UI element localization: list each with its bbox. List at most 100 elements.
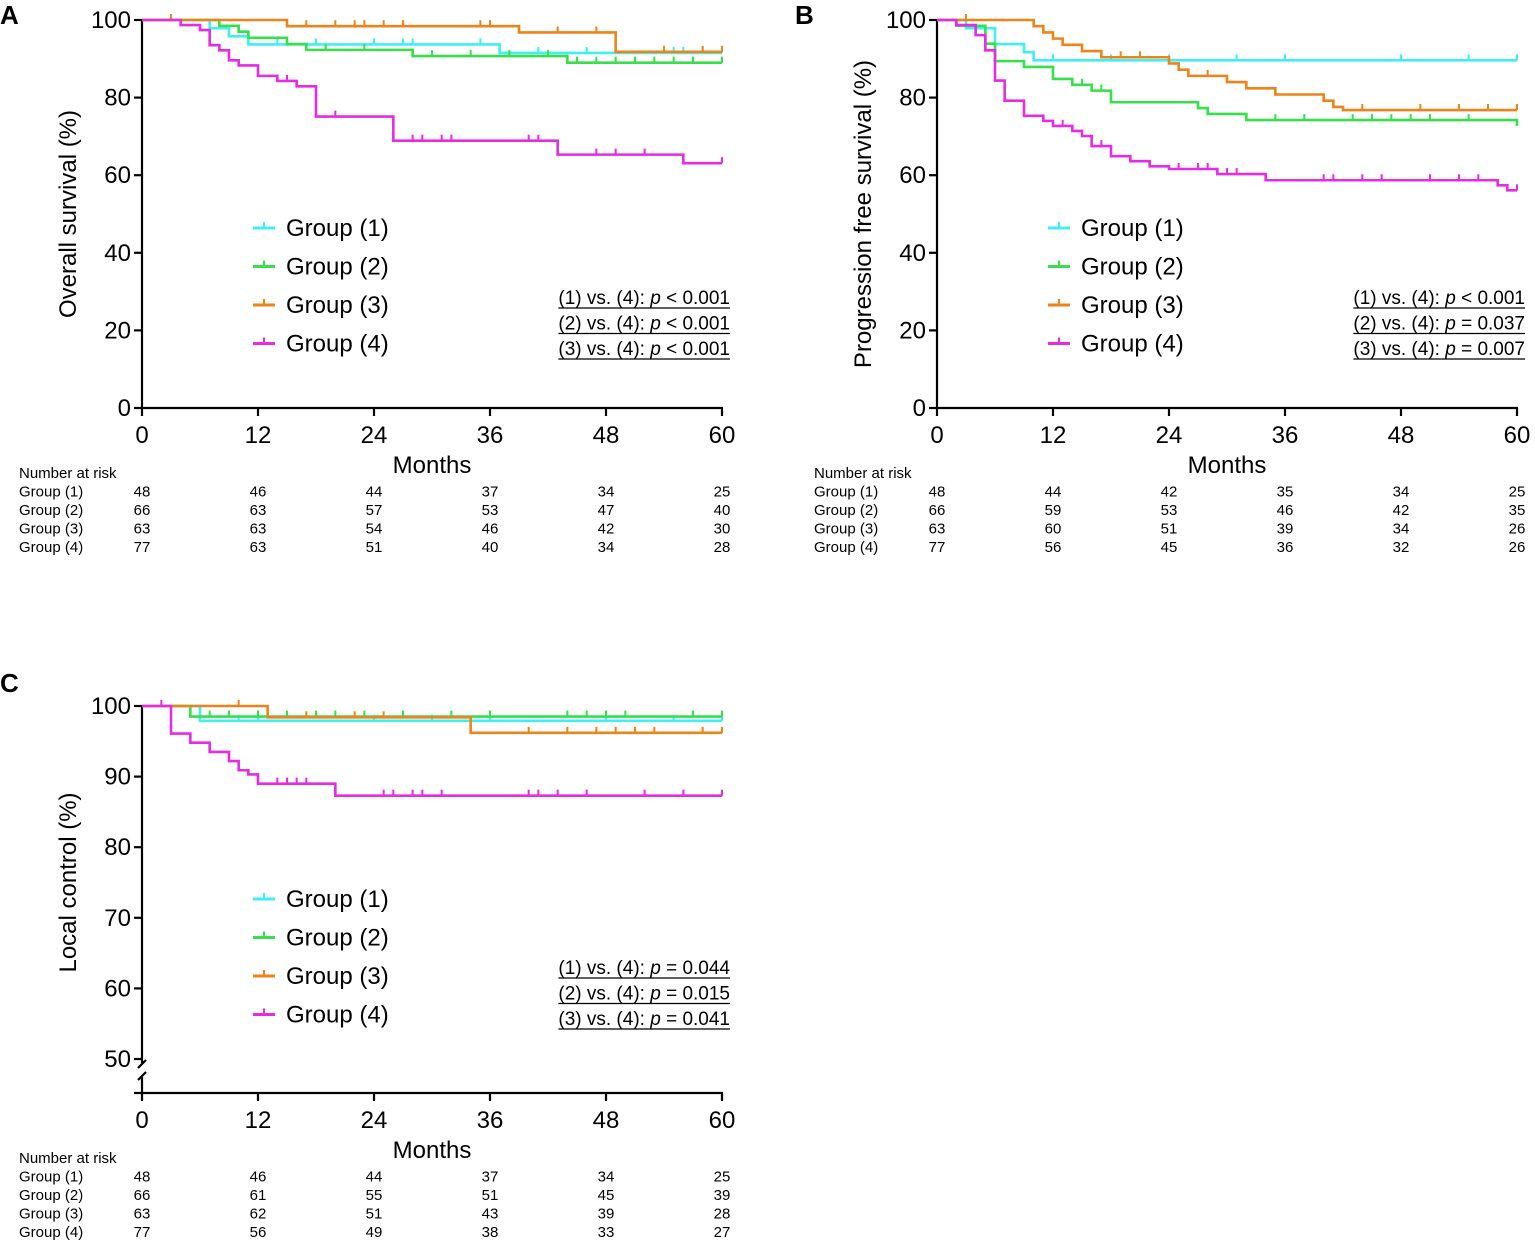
- risk-count: 66: [134, 502, 151, 519]
- x-tick-label: 12: [245, 422, 272, 449]
- risk-count: 46: [250, 1169, 267, 1186]
- km-curve-group-3: [142, 18, 722, 54]
- p-value-comparison: (2) vs. (4):: [558, 984, 650, 1005]
- risk-count: 42: [1161, 484, 1178, 501]
- p-value-symbol: p: [1444, 288, 1456, 309]
- risk-table-header: Number at risk: [19, 1150, 117, 1167]
- km-curve-group-2: [142, 18, 722, 64]
- risk-count: 25: [714, 484, 731, 501]
- p-value-text: (3) vs. (4): p = 0.041: [558, 1009, 730, 1030]
- y-tick-label: 20: [899, 317, 926, 344]
- risk-count: 46: [482, 521, 499, 538]
- x-axis-title: Months: [393, 1137, 472, 1164]
- panel-c: C 0 12 24 36 48 60 50 60 70 80 90 100 Months Local con…: [0, 668, 735, 1241]
- km-curve-group-1: [937, 18, 1517, 62]
- risk-count: 35: [1509, 502, 1526, 519]
- p-value-text: (1) vs. (4): p = 0.044: [558, 958, 730, 979]
- risk-count: 28: [714, 1206, 731, 1223]
- x-axis-title: Months: [393, 452, 472, 479]
- p-value-symbol: p: [649, 958, 661, 979]
- risk-row-label: Group (4): [814, 539, 878, 556]
- risk-count: 60: [1045, 521, 1062, 538]
- legend-label-group-3: Group (3): [1081, 292, 1184, 319]
- risk-count: 66: [929, 502, 946, 519]
- legend-label-group-3: Group (3): [286, 292, 389, 319]
- panel-letter: C: [0, 668, 19, 698]
- p-value-result: < 0.001: [661, 314, 730, 335]
- risk-count: 39: [1277, 521, 1294, 538]
- legend-label-group-2: Group (2): [286, 925, 389, 952]
- risk-count: 44: [366, 484, 383, 501]
- axis-break-mark: [137, 1059, 147, 1069]
- p-value-result: < 0.001: [661, 288, 730, 309]
- risk-count: 45: [1161, 539, 1178, 556]
- risk-row-label: Group (4): [19, 1224, 83, 1241]
- p-value-text: (3) vs. (4): p < 0.001: [558, 339, 730, 360]
- risk-count: 51: [1161, 521, 1178, 538]
- risk-count: 51: [366, 1206, 383, 1223]
- p-value-result: = 0.037: [1456, 314, 1525, 335]
- risk-row-label: Group (3): [814, 521, 878, 538]
- risk-count: 35: [1277, 484, 1294, 501]
- y-axis-title: Progression free survival (%): [850, 60, 877, 368]
- risk-count: 56: [1045, 539, 1062, 556]
- y-tick-label: 40: [899, 240, 926, 267]
- y-tick-label: 100: [91, 7, 131, 34]
- risk-count: 59: [1045, 502, 1062, 519]
- y-tick-label: 80: [104, 834, 131, 861]
- p-value-symbol: p: [649, 314, 661, 335]
- panel-b: B 0 12 24 36 48 60 0 20 40 60 80 100 Months Progressio…: [795, 0, 1530, 556]
- x-tick-label: 48: [1388, 422, 1415, 449]
- risk-count: 51: [366, 539, 383, 556]
- y-tick-label: 80: [104, 85, 131, 112]
- risk-row-label: Group (4): [19, 539, 83, 556]
- p-value-symbol: p: [649, 984, 661, 1005]
- risk-table-header: Number at risk: [814, 465, 912, 482]
- risk-table-header: Number at risk: [19, 465, 117, 482]
- risk-row-label: Group (2): [19, 1187, 83, 1204]
- legend-label-group-3: Group (3): [286, 963, 389, 990]
- km-curve-group-4: [142, 704, 722, 797]
- panel-letter: B: [795, 0, 814, 30]
- risk-count: 32: [1393, 539, 1410, 556]
- y-tick-label: 50: [104, 1046, 131, 1073]
- p-value-result: < 0.001: [1456, 288, 1525, 309]
- p-value-result: = 0.044: [661, 958, 731, 979]
- legend-label-group-1: Group (1): [286, 215, 389, 242]
- risk-count: 47: [598, 502, 615, 519]
- p-value-comparison: (2) vs. (4):: [558, 314, 650, 335]
- x-tick-label: 48: [593, 422, 620, 449]
- legend-label-group-4: Group (4): [1081, 331, 1184, 358]
- p-value-text: (2) vs. (4): p = 0.015: [558, 984, 730, 1005]
- x-tick-label: 0: [135, 1107, 148, 1134]
- p-value-comparison: (1) vs. (4):: [1353, 288, 1445, 309]
- x-tick-label: 0: [930, 422, 943, 449]
- legend-label-group-2: Group (2): [286, 254, 389, 281]
- p-value-text: (1) vs. (4): p < 0.001: [558, 288, 730, 309]
- risk-count: 40: [714, 502, 731, 519]
- y-tick-label: 100: [91, 693, 131, 720]
- risk-count: 34: [598, 539, 615, 556]
- km-curve-group-1: [142, 18, 722, 55]
- x-axis-title: Months: [1188, 452, 1267, 479]
- p-value-comparison: (2) vs. (4):: [1353, 314, 1445, 335]
- risk-count: 36: [1277, 539, 1294, 556]
- risk-count: 63: [929, 521, 946, 538]
- p-value-comparison: (3) vs. (4):: [558, 1009, 650, 1030]
- x-tick-label: 60: [709, 1107, 736, 1134]
- km-curve-group-4: [937, 18, 1517, 192]
- p-value-symbol: p: [649, 1009, 661, 1030]
- p-value-symbol: p: [649, 339, 661, 360]
- p-value-comparison: (3) vs. (4):: [1353, 339, 1445, 360]
- y-tick-label: 80: [899, 85, 926, 112]
- risk-row-label: Group (1): [19, 1169, 83, 1186]
- risk-count: 63: [134, 1206, 151, 1223]
- risk-row-label: Group (3): [19, 521, 83, 538]
- risk-count: 43: [482, 1206, 499, 1223]
- p-value-symbol: p: [1444, 339, 1456, 360]
- risk-count: 45: [598, 1187, 615, 1204]
- p-value-symbol: p: [649, 288, 661, 309]
- p-value-result: = 0.007: [1456, 339, 1525, 360]
- p-value-result: < 0.001: [661, 339, 730, 360]
- risk-count: 48: [134, 1169, 151, 1186]
